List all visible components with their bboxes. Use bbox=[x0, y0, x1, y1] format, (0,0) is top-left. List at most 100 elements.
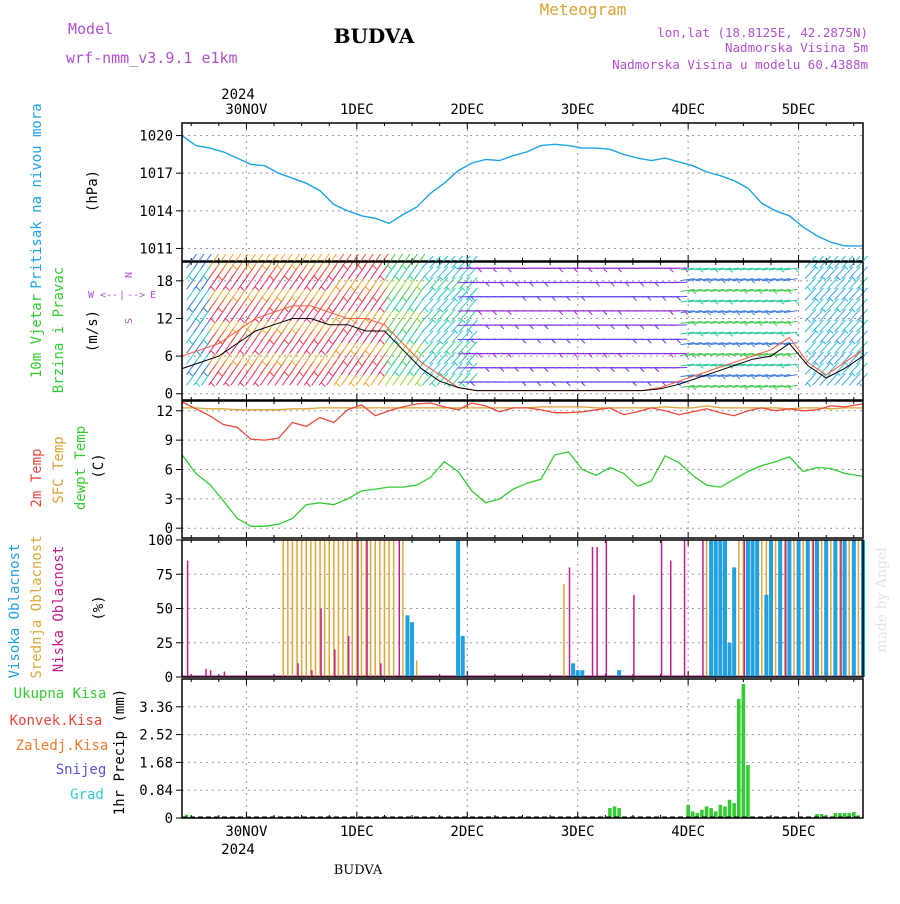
wind-barb bbox=[732, 310, 747, 314]
wind-barb-flag bbox=[828, 329, 834, 334]
compass-north: N bbox=[122, 272, 133, 278]
cloud-bar bbox=[410, 622, 415, 677]
wind-barb-flag bbox=[357, 360, 363, 366]
wind-barb bbox=[407, 253, 418, 269]
cloud-bar bbox=[764, 594, 769, 677]
cloud-bar bbox=[633, 594, 635, 677]
wind-barb bbox=[695, 384, 710, 388]
wind-barb-flag bbox=[806, 382, 812, 388]
wind-barb bbox=[819, 308, 832, 322]
wind-barb-flag bbox=[828, 265, 834, 270]
wind-barb-flag bbox=[357, 328, 363, 334]
wind-barb-flag bbox=[188, 339, 193, 345]
wind-barb-flag bbox=[335, 382, 341, 387]
wind-barb-flag bbox=[261, 296, 267, 302]
y-tick-label: 1014 bbox=[139, 204, 173, 220]
wind-barb-flag bbox=[379, 307, 385, 313]
wind-barb-flag bbox=[306, 350, 311, 355]
wind-barb bbox=[754, 267, 769, 271]
y-tick-label: 0.84 bbox=[139, 783, 173, 799]
wind-barb bbox=[421, 298, 434, 312]
wind-barb-flag bbox=[416, 318, 422, 323]
wind-barb bbox=[732, 331, 747, 335]
wind-barb bbox=[804, 266, 817, 280]
wind-barb bbox=[421, 308, 434, 322]
bottom-day-labels: 30NOV 1DEC 2DEC 3DEC 4DEC 5DEC bbox=[225, 824, 815, 840]
meteogram-title: Meteogram bbox=[540, 0, 627, 19]
wind-barb bbox=[695, 267, 710, 271]
wind-barb-flag bbox=[814, 265, 819, 270]
cloud-bar bbox=[291, 540, 294, 677]
wind-barb-flag bbox=[364, 318, 370, 323]
cloud-bar bbox=[342, 540, 344, 677]
wind-barb-flag bbox=[291, 360, 297, 366]
wind-barb bbox=[819, 351, 832, 365]
wind-barb bbox=[709, 331, 725, 335]
compass-arrow-right: --> bbox=[127, 290, 145, 301]
wind-barb-flag bbox=[794, 364, 800, 369]
wind-barb bbox=[303, 253, 315, 269]
wind-barb bbox=[340, 253, 352, 269]
cloud-bar bbox=[705, 540, 708, 677]
wind-barb bbox=[709, 384, 725, 388]
cloud-bar bbox=[334, 649, 336, 677]
wind-barb-flag bbox=[350, 382, 355, 387]
cloud-bar bbox=[320, 608, 322, 677]
wind-barb bbox=[465, 319, 478, 333]
wind-barb-flag bbox=[794, 300, 800, 305]
precip-bar bbox=[695, 813, 700, 818]
wind-barb-flag bbox=[232, 296, 238, 302]
wind-barb-flag bbox=[313, 339, 319, 345]
wind-barb bbox=[841, 330, 854, 344]
cloud-bar bbox=[702, 540, 704, 677]
top-day-label: 1DEC bbox=[340, 102, 374, 118]
wind-barb bbox=[208, 253, 220, 269]
wind-barb-flag bbox=[453, 297, 459, 302]
cloud-bar bbox=[415, 660, 418, 677]
wind-barb bbox=[429, 266, 441, 280]
wind-barb-flag bbox=[814, 329, 819, 334]
precip-legend-item: Konvek.Kisa bbox=[10, 713, 103, 729]
wind-barb-flag bbox=[195, 286, 201, 291]
wind-barb bbox=[812, 330, 824, 344]
wind-barb-flag bbox=[843, 297, 849, 302]
wind-barb bbox=[804, 330, 817, 344]
temp-dew-label: dewpt Temp bbox=[73, 426, 89, 510]
wind-barb-flag bbox=[350, 286, 355, 291]
wind-barb bbox=[695, 320, 710, 324]
wind-barb bbox=[834, 340, 846, 354]
wind-barb bbox=[746, 299, 761, 303]
cloud-bar bbox=[683, 540, 686, 677]
top-day-label: 30NOV bbox=[225, 102, 268, 118]
cloud-bar bbox=[814, 540, 819, 677]
wind-barb bbox=[245, 253, 256, 269]
wind-barb-flag bbox=[453, 329, 459, 334]
cloud-unit: (%) bbox=[91, 595, 107, 620]
y-tick-label: 1020 bbox=[139, 129, 173, 145]
wind-barb bbox=[856, 276, 868, 290]
wind-barb bbox=[724, 384, 739, 388]
y-tick-label: 0 bbox=[165, 521, 173, 537]
wind-barb bbox=[761, 342, 776, 346]
temp-unit: (C) bbox=[91, 453, 107, 478]
precip-bar bbox=[700, 809, 704, 818]
cloud-bar bbox=[778, 540, 783, 677]
wind-barb bbox=[680, 299, 695, 303]
precip-bar bbox=[718, 804, 723, 818]
wind-barb-flag bbox=[306, 286, 311, 291]
wind-barb-flag bbox=[794, 332, 800, 337]
wind-barb-flag bbox=[342, 264, 348, 270]
wind-barb bbox=[804, 319, 817, 333]
wind-barb bbox=[761, 267, 776, 271]
wind-barb bbox=[458, 287, 471, 301]
precip-bar bbox=[704, 806, 709, 818]
wind-barb-flag bbox=[239, 318, 245, 323]
wind-barb bbox=[318, 253, 330, 269]
wind-barb bbox=[724, 299, 739, 303]
wind-barb-flag bbox=[320, 286, 326, 291]
wind-barb bbox=[443, 362, 456, 376]
wind-barb-flag bbox=[254, 318, 260, 323]
bottom-day-label: 4DEC bbox=[671, 824, 705, 840]
wind-barb-flag bbox=[836, 307, 842, 313]
wind-barb bbox=[421, 287, 434, 301]
